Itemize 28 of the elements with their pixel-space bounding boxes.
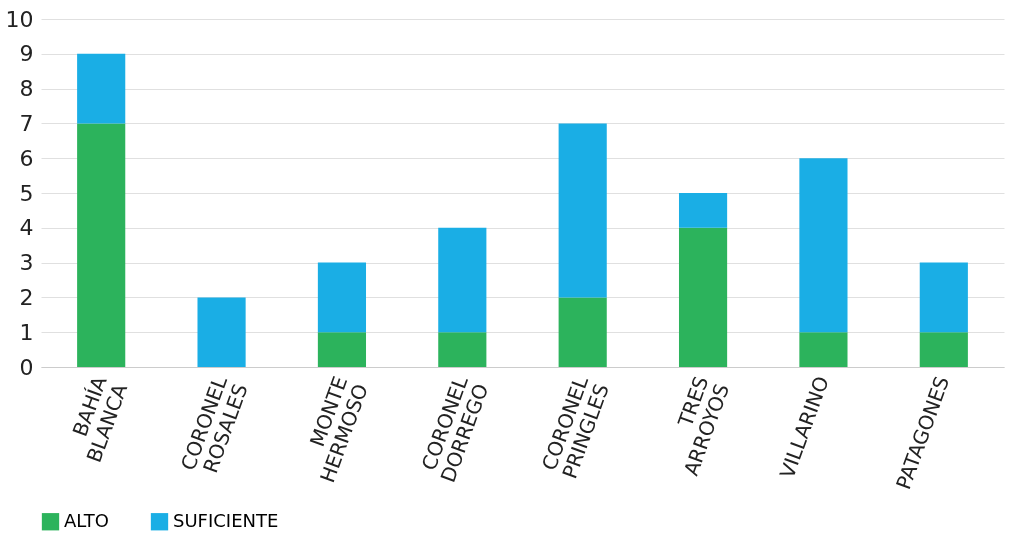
y-tick-label: 0: [19, 354, 34, 380]
bar: [799, 332, 848, 367]
bar: [438, 227, 487, 333]
y-tick-label: 10: [5, 6, 34, 32]
bar: [799, 158, 848, 333]
y-tick-label: 9: [19, 41, 34, 67]
bar: [77, 123, 126, 367]
y-tick-label: 8: [19, 76, 34, 102]
y-tick-label: 3: [19, 250, 34, 276]
y-tick-label: 2: [19, 284, 34, 310]
bar: [558, 123, 607, 298]
y-tick-label: 7: [19, 110, 34, 136]
bar: [197, 297, 246, 367]
bar: [77, 53, 126, 124]
bar: [317, 332, 367, 367]
bar: [317, 262, 367, 333]
bar: [678, 227, 728, 367]
bar: [678, 193, 728, 228]
legend-label: SUFICIENTE: [173, 509, 279, 531]
y-tick-label: 6: [19, 145, 34, 171]
y-tick-label: 4: [19, 215, 34, 241]
bar: [438, 332, 487, 367]
bar: [919, 262, 968, 333]
bar: [919, 332, 968, 367]
legend-label: ALTO: [64, 509, 110, 531]
y-tick-label: 5: [19, 180, 34, 206]
y-tick-label: 1: [19, 319, 34, 345]
bar: [558, 297, 607, 367]
